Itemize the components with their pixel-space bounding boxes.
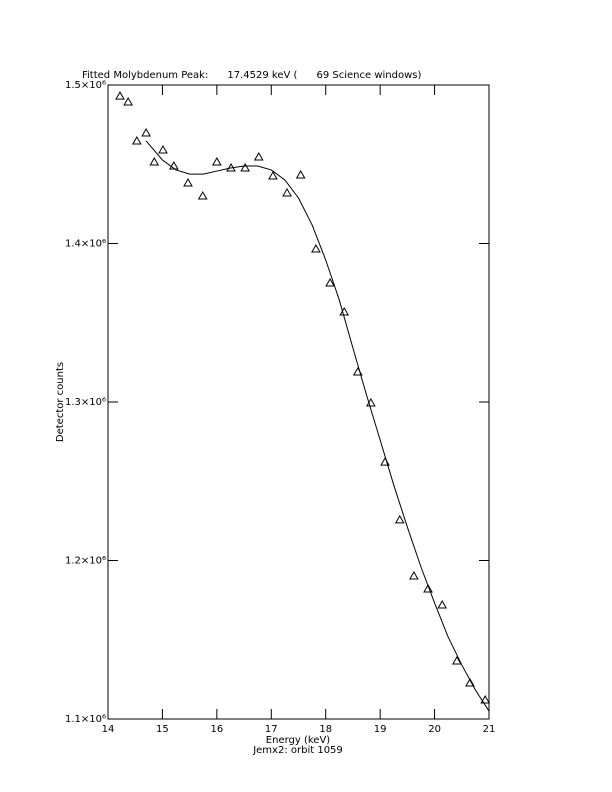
x-tick-label: 17 xyxy=(265,724,278,735)
y-tick-label: 1.4×10⁶ xyxy=(65,239,106,250)
x-axis-label: Energy (keV) xyxy=(266,735,331,746)
data-point xyxy=(394,514,405,524)
data-point xyxy=(409,571,419,580)
data-point xyxy=(282,187,292,197)
data-point xyxy=(158,144,168,154)
x-tick-label: 18 xyxy=(319,724,332,735)
y-tick-label: 1.5×10⁶ xyxy=(65,80,106,91)
data-point xyxy=(123,96,134,106)
data-point xyxy=(183,177,193,187)
data-point xyxy=(168,160,179,170)
y-axis-label: Detector counts xyxy=(55,362,66,442)
footer: Jemx2: orbit 1059 xyxy=(252,745,343,756)
data-point xyxy=(295,170,306,179)
x-tick-label: 21 xyxy=(483,724,496,735)
data-point xyxy=(141,128,151,137)
y-tick-label: 1.3×10⁶ xyxy=(65,397,106,408)
x-tick-label: 16 xyxy=(210,724,223,735)
data-point xyxy=(465,678,475,687)
y-tick-label: 1.1×10⁶ xyxy=(65,714,106,725)
data-point xyxy=(115,91,125,100)
plot-frame xyxy=(107,84,490,720)
data-point xyxy=(197,190,208,200)
data-point xyxy=(452,655,462,665)
data-point xyxy=(437,600,448,609)
y-tick-label: 1.2×10⁶ xyxy=(65,556,106,567)
data-point xyxy=(311,244,321,253)
fit-line xyxy=(145,140,490,712)
data-point xyxy=(211,157,222,166)
data-point xyxy=(149,157,160,166)
data-point xyxy=(253,151,264,161)
data-point xyxy=(480,694,491,704)
x-tick-label: 19 xyxy=(374,724,387,735)
data-point xyxy=(268,170,278,180)
data-point xyxy=(240,163,251,172)
data-point xyxy=(325,277,335,287)
x-tick-label: 14 xyxy=(102,724,115,735)
chart-title: Fitted Molybdenum Peak: 17.4529 keV ( 69… xyxy=(82,70,422,81)
x-tick-label: 20 xyxy=(428,724,441,735)
data-point xyxy=(131,135,142,145)
data-point xyxy=(423,584,433,593)
x-tick-label: 15 xyxy=(156,724,169,735)
